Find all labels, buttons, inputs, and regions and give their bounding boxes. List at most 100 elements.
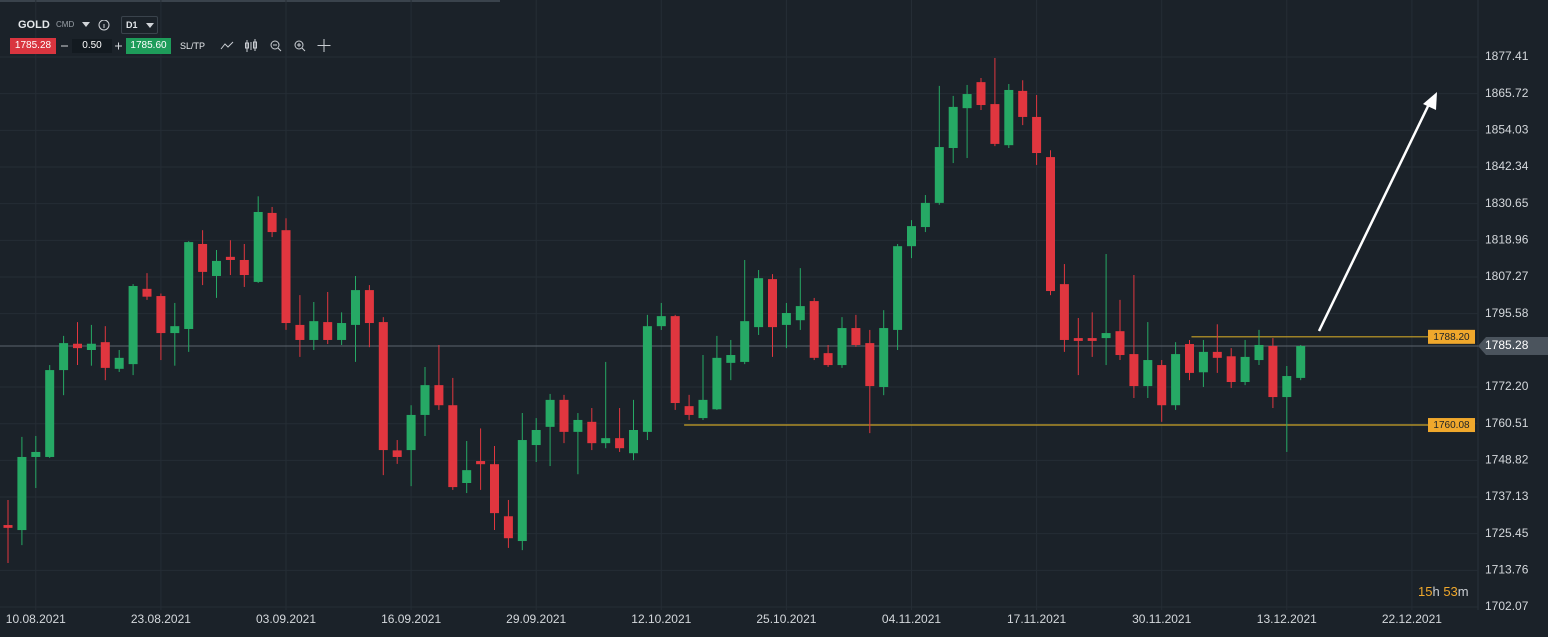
toolbar-icons-2 [220,39,331,52]
candle-body [503,516,513,539]
candle-body [267,212,277,233]
arrow-head [1423,92,1437,110]
candle-body [1032,116,1042,154]
candle-body [726,355,736,363]
candle-body [309,321,319,340]
countdown-hours: 15 [1418,584,1433,599]
zoom-out-icon[interactable] [270,40,282,52]
candle-body [406,414,416,451]
lot[interactable]: 0.50 [82,40,102,51]
candle-body [851,328,861,345]
y-tick-label: 1713.76 [1485,563,1529,577]
candles [3,57,1306,563]
candle-body [656,316,666,327]
x-tick-label: 23.08.2021 [131,612,191,626]
candle-body [1115,331,1125,356]
candle-body [212,260,221,276]
dropdown-icon[interactable] [82,22,90,27]
candle-icon[interactable] [245,39,257,52]
candle-body [573,419,583,432]
candle-body [1157,365,1167,406]
lot-box[interactable] [72,39,112,53]
level-label: 1760.08 [1433,420,1470,431]
countdown-hours-unit: h [1432,584,1440,599]
candle-body [378,322,388,451]
candle-body [59,343,69,371]
market: CMD [56,20,75,29]
candle-body [239,259,249,276]
x-tick-label: 12.10.2021 [631,612,691,626]
y-tick-label: 1737.13 [1485,489,1529,503]
candle-body [323,322,333,340]
candle-body [17,456,27,531]
candle-body [1268,345,1278,398]
candle-body [865,343,875,387]
buy-price[interactable]: 1785.60 [126,38,171,54]
candle-body [337,323,347,340]
sl-tp[interactable]: SL/TP [180,41,206,51]
candle-body [1059,284,1069,340]
candle-body [1185,344,1194,373]
candle-body [754,278,764,328]
candle-body [684,406,694,415]
candle-body [31,451,41,457]
candle-body [45,370,55,457]
y-tick-label: 1807.27 [1485,269,1529,283]
candle-body [281,230,291,324]
toolbar-icons-1[interactable] [81,20,121,32]
candle-body [809,301,819,358]
levels: 1788.20 1760.08 [0,329,1478,433]
candle-body [392,450,402,457]
candle-body [128,286,138,365]
candle-body [434,385,444,406]
y-tick-label: 1772.20 [1485,379,1529,393]
candle-body [3,525,13,528]
candle-body [1087,338,1097,341]
candle-body [670,316,680,404]
candle-body [225,256,235,260]
candle-body [1143,360,1153,387]
current-price-box [1486,336,1548,355]
sell-price[interactable]: 1785.28 [10,38,56,54]
candle-body [1226,356,1236,382]
candle-body [768,279,777,328]
candle-body [253,211,263,282]
candle-body [1254,344,1264,361]
arrow-shaft [1317,101,1432,332]
candle-body [642,326,652,432]
level-label-box [1428,418,1475,433]
dropdown-icon[interactable] [146,23,154,28]
candle-body [86,343,96,351]
move-icon[interactable] [317,39,331,52]
candle-body [698,399,708,419]
candle-body [893,246,903,330]
timeframe-dropdown[interactable] [146,23,155,29]
y-tick-label: 1865.72 [1485,86,1529,100]
candle-body [920,202,930,228]
candle-body [198,243,208,272]
candle-body [879,328,889,388]
candle-body [1129,354,1139,387]
timeframe-box[interactable]: D1 [121,16,158,34]
y-tick-label: 1760.51 [1485,416,1529,430]
line-chart-icon[interactable] [220,41,234,50]
candle-body [462,470,472,484]
candle-body [1171,354,1181,406]
info-icon[interactable] [98,20,110,31]
candle-body [476,461,486,465]
x-tick-label: 16.09.2021 [381,612,441,626]
candle-body [73,343,82,349]
candle-body [142,288,152,297]
candle-body [1212,351,1222,358]
y-tick-label: 1877.41 [1485,49,1529,63]
timeframe[interactable]: D1 [126,20,138,30]
candle-body [531,429,541,446]
candle-body [781,312,791,325]
symbol[interactable]: GOLD [18,19,50,31]
candle-body [559,399,569,432]
zoom-in-icon[interactable] [294,40,306,52]
x-tick-label: 30.11.2021 [1132,612,1191,626]
candle-body [934,147,944,203]
